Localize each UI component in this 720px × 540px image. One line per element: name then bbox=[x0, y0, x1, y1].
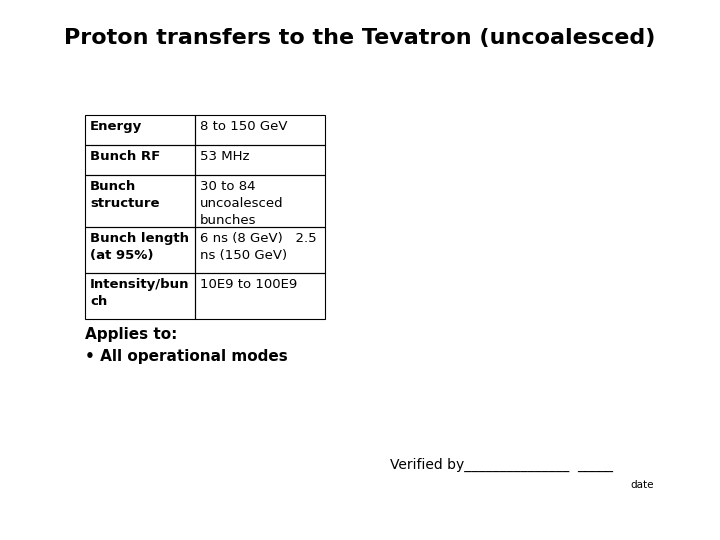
Text: Proton transfers to the Tevatron (uncoalesced): Proton transfers to the Tevatron (uncoal… bbox=[64, 28, 656, 48]
Text: 8 to 150 GeV: 8 to 150 GeV bbox=[200, 120, 287, 133]
Bar bbox=[85, 175, 195, 227]
Text: Applies to:: Applies to: bbox=[85, 327, 177, 342]
Bar bbox=[195, 115, 325, 145]
Bar bbox=[195, 227, 325, 273]
Bar bbox=[85, 145, 195, 175]
Bar bbox=[85, 115, 195, 145]
Text: Bunch length
(at 95%): Bunch length (at 95%) bbox=[90, 232, 189, 262]
Text: Intensity/bun
ch: Intensity/bun ch bbox=[90, 278, 189, 308]
Text: Bunch
structure: Bunch structure bbox=[90, 180, 160, 210]
Bar bbox=[195, 175, 325, 227]
Text: Energy: Energy bbox=[90, 120, 143, 133]
Text: Bunch RF: Bunch RF bbox=[90, 150, 161, 163]
Text: 6 ns (8 GeV)   2.5
ns (150 GeV): 6 ns (8 GeV) 2.5 ns (150 GeV) bbox=[200, 232, 317, 262]
Bar bbox=[195, 273, 325, 319]
Text: • All operational modes: • All operational modes bbox=[85, 349, 288, 364]
Text: Verified by_______________  _____: Verified by_______________ _____ bbox=[390, 458, 613, 472]
Bar bbox=[85, 227, 195, 273]
Text: 10E9 to 100E9: 10E9 to 100E9 bbox=[200, 278, 297, 291]
Text: date: date bbox=[630, 480, 654, 490]
Bar bbox=[195, 145, 325, 175]
Bar bbox=[85, 273, 195, 319]
Text: 30 to 84
uncoalesced
bunches: 30 to 84 uncoalesced bunches bbox=[200, 180, 284, 227]
Text: 53 MHz: 53 MHz bbox=[200, 150, 250, 163]
